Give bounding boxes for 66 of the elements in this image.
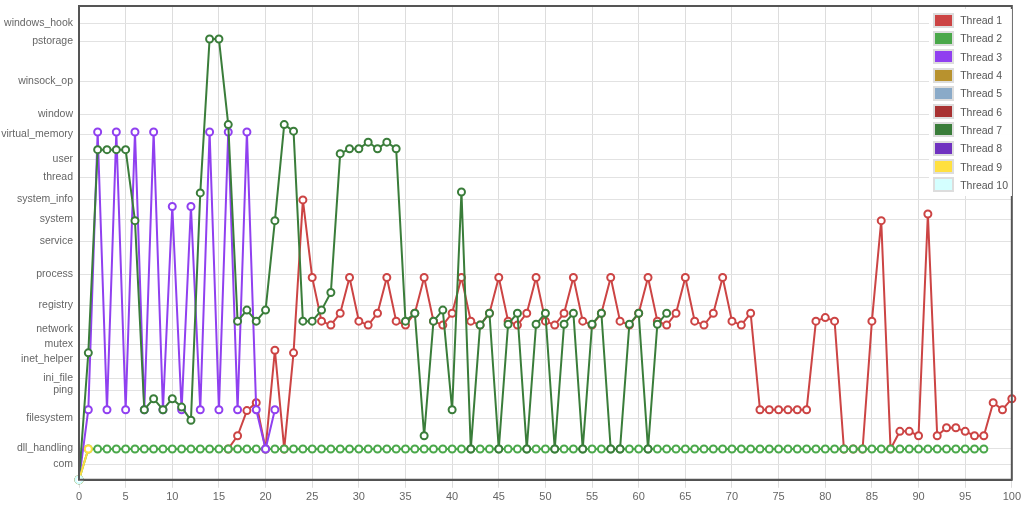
legend-label: Thread 7 (960, 123, 1003, 136)
legend-label: Thread 9 (960, 160, 1003, 173)
point (214, 405, 224, 415)
point (205, 127, 215, 137)
point (102, 405, 112, 415)
x-tick-label: 55 (585, 490, 599, 503)
point (167, 202, 177, 212)
text: winsock_op (17, 73, 74, 86)
point (270, 405, 280, 415)
x-tick-label: 45 (492, 490, 505, 503)
x-tick-label: 10 (166, 490, 179, 503)
x-tick-label: 40 (446, 490, 459, 503)
legend-label: Thread 6 (960, 105, 1003, 118)
x-tick-label: 50 (539, 490, 552, 503)
x-tick-label: 35 (399, 490, 412, 503)
x-tick-label: 70 (725, 490, 739, 503)
x-tick-label: 75 (772, 490, 785, 503)
text: mutex (44, 336, 74, 349)
point (251, 405, 261, 415)
text: registry (38, 297, 74, 310)
legend-label: Thread 3 (960, 50, 1003, 63)
x-tick-label: 20 (259, 490, 272, 503)
point (121, 405, 131, 415)
x-tick-label: 5 (122, 490, 129, 503)
legend-label: Thread 8 (960, 142, 1003, 155)
legend-label: Thread 5 (960, 87, 1003, 100)
x-tick-label: 100 (1002, 490, 1021, 503)
legend-label: Thread 1 (960, 14, 1003, 27)
point (195, 405, 205, 415)
point (186, 202, 196, 212)
text: user (52, 151, 74, 164)
text: windows_hook (3, 15, 74, 28)
text: dll_handling (16, 440, 74, 453)
point (233, 405, 243, 415)
text: process (36, 266, 73, 279)
text: inet_helper (21, 351, 74, 364)
text: ping (53, 382, 74, 395)
x-tick-label: 90 (912, 490, 925, 503)
text: network (36, 321, 74, 334)
x-tick-label: 60 (632, 490, 645, 503)
x-tick-label: 30 (352, 490, 365, 503)
x-tick-label: 0 (75, 490, 83, 503)
point (93, 127, 103, 137)
legend-label: Thread 10 (960, 178, 1008, 191)
text: system (39, 211, 74, 224)
text: pstorage (32, 33, 74, 46)
x-tick-label: 25 (306, 490, 319, 503)
x-tick-label: 80 (819, 490, 832, 503)
point (111, 127, 121, 137)
point (130, 127, 140, 137)
point (149, 127, 159, 137)
text: window (36, 106, 74, 119)
text: filesystem (26, 410, 74, 423)
x-tick-label: 85 (865, 490, 879, 503)
x-tick-label: 95 (959, 490, 972, 503)
x-tick-label: 15 (212, 490, 226, 503)
text: ini_file (43, 370, 74, 383)
x-tick-label: 65 (679, 490, 692, 503)
text: service (39, 233, 74, 246)
text: com (53, 456, 74, 469)
text: virtual_memory (1, 126, 74, 139)
legend-label: Thread 2 (960, 32, 1003, 45)
text: thread (43, 169, 74, 182)
text: system_info (16, 191, 74, 204)
point (242, 127, 252, 137)
legend-label: Thread 4 (960, 69, 1003, 82)
